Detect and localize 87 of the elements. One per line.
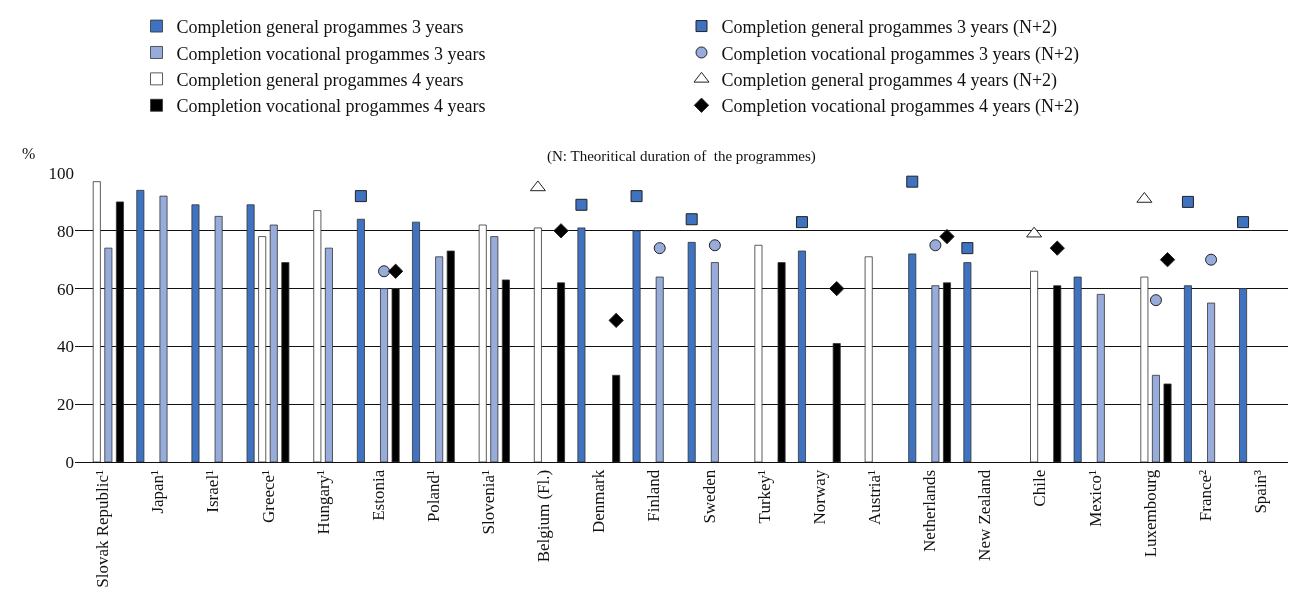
y-axis-title: % xyxy=(22,145,36,162)
bar xyxy=(115,201,124,462)
x-tick-label: Luxembourg xyxy=(1140,469,1160,558)
bar xyxy=(1239,288,1248,462)
bar xyxy=(1096,293,1105,462)
bar xyxy=(1207,302,1216,462)
bar xyxy=(258,236,267,462)
x-tick-label: Slovenia¹ xyxy=(479,469,499,535)
bar xyxy=(281,262,290,462)
legend-label: Completion general progammes 3 years xyxy=(176,17,464,38)
bar xyxy=(246,204,255,462)
bar xyxy=(1163,383,1172,462)
legend-label: Completion vocational progammes 4 years (N+2) xyxy=(721,96,1080,118)
x-tick-label: Austria¹ xyxy=(865,469,885,525)
x-tick-label: Netherlands xyxy=(920,469,940,552)
bar xyxy=(324,247,333,462)
y-tick-label: 60 xyxy=(57,279,74,299)
bar xyxy=(557,282,566,462)
bar xyxy=(612,374,621,462)
bar xyxy=(136,189,145,462)
x-tick-label: New Zealand xyxy=(975,469,995,561)
bar xyxy=(710,262,719,462)
x-tick-label: Belgium (Fl.) xyxy=(534,469,554,563)
bar xyxy=(446,250,455,462)
bar xyxy=(391,288,400,462)
bar xyxy=(214,215,223,462)
y-tick-label: 40 xyxy=(57,337,74,357)
bar xyxy=(356,218,365,462)
x-tick-label: Norway xyxy=(809,469,829,525)
bar xyxy=(797,250,806,462)
x-tick-label: Japan¹ xyxy=(148,469,168,514)
bar xyxy=(754,244,763,462)
bar xyxy=(687,241,696,462)
x-tick-label: Hungary¹ xyxy=(313,469,333,535)
legend-label: Completion general progammes 4 years xyxy=(176,69,464,90)
legend-label: Completion vocational progammes 4 years xyxy=(176,96,486,117)
bar xyxy=(931,285,940,462)
legend-label: Completion general progammes 4 years (N+2) xyxy=(721,69,1058,91)
bar xyxy=(963,262,972,462)
bar xyxy=(655,276,664,462)
bar xyxy=(104,247,113,462)
x-tick-label: Spain³ xyxy=(1250,469,1270,514)
bar xyxy=(191,204,200,462)
bar xyxy=(943,282,951,462)
bar xyxy=(777,262,786,462)
bar xyxy=(632,230,641,462)
x-tick-label: Israel¹ xyxy=(203,469,223,513)
bar xyxy=(1030,270,1039,462)
x-tick-label: Estonia xyxy=(368,469,388,521)
bar xyxy=(864,256,873,462)
legend-label: Completion general progammes 3 years (N+2) xyxy=(721,17,1058,39)
x-tick-label: Sweden xyxy=(699,469,719,524)
bar xyxy=(1140,276,1149,462)
y-tick-label: 100 xyxy=(48,163,74,183)
bar xyxy=(490,236,499,462)
bar xyxy=(1151,374,1160,462)
bar xyxy=(313,210,322,462)
bar xyxy=(1053,285,1062,462)
text: (N: Theoritical duration of the programmes) xyxy=(547,148,816,165)
x-tick-label: Greece¹ xyxy=(258,469,278,524)
bar xyxy=(269,224,278,462)
bar xyxy=(435,256,444,462)
bar xyxy=(1183,285,1192,462)
bar xyxy=(832,343,841,462)
y-tick-label: 20 xyxy=(57,395,74,415)
x-tick-label: Poland¹ xyxy=(423,469,443,523)
x-tick-label: Chile xyxy=(1030,469,1050,507)
bar xyxy=(92,181,101,462)
y-tick-label: 80 xyxy=(57,221,74,241)
bar xyxy=(577,227,586,462)
bar xyxy=(1073,276,1082,462)
bar xyxy=(380,288,389,462)
x-tick-label: Denmark xyxy=(589,469,609,534)
bar xyxy=(478,224,487,462)
x-tick-label: Turkey¹ xyxy=(754,469,774,524)
bar xyxy=(412,221,420,462)
y-tick-label: 0 xyxy=(65,452,74,472)
x-tick-label: France² xyxy=(1195,469,1215,522)
legend-label: Completion vocational progammes 3 years (N+2) xyxy=(721,43,1080,65)
bar xyxy=(533,227,542,462)
bar xyxy=(908,253,917,462)
x-tick-label: Finland xyxy=(644,469,664,522)
x-tick-label: Mexico¹ xyxy=(1085,469,1105,527)
legend-label: Completion vocational progammes 3 years xyxy=(176,43,486,64)
x-tick-label: Slovak Republic¹ xyxy=(93,469,113,588)
bar xyxy=(159,195,168,462)
bar xyxy=(501,279,510,462)
